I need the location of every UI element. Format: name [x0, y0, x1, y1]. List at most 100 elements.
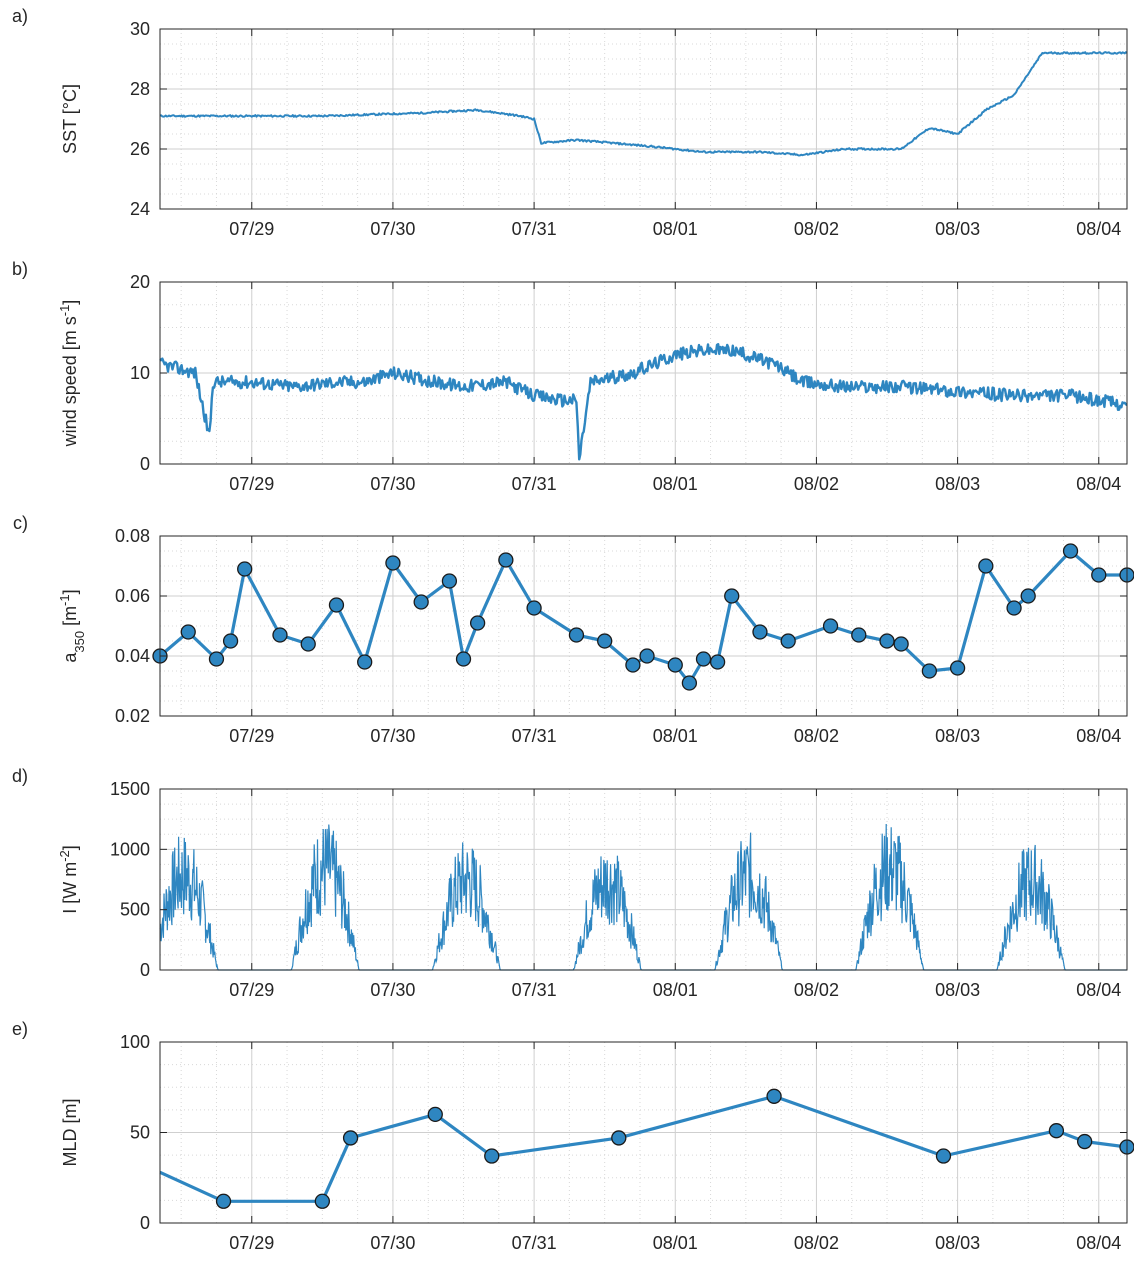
- panel-2-xtick-label-3: 07/31: [512, 474, 557, 494]
- panel-3-point-4: [222, 633, 239, 649]
- panels: 24 26 28 30 07/29 07/30 07/31 08/01 08/02 08/03 08…: [12, 6, 1134, 1253]
- panel-1-ytick-label-2: 26: [130, 139, 150, 159]
- panel-2-series-line: [159, 343, 1128, 461]
- panel-5-xtick-label-3: 07/31: [512, 1233, 557, 1253]
- panel-5-point-2: [215, 1193, 232, 1209]
- panel-1-xtick-label-2: 07/30: [370, 219, 415, 239]
- panel-2-xtick-label-2: 07/30: [370, 474, 415, 494]
- panel-1-ytick-label-3: 28: [130, 79, 150, 99]
- panel-3-point-12: [441, 573, 458, 589]
- panel-3-point-22: [681, 675, 698, 691]
- panel-5-point-8: [766, 1088, 782, 1104]
- panel-3-point-3: [208, 651, 225, 667]
- panel-5-point-11: [1076, 1133, 1093, 1150]
- panel-4-xtick-label-2: 07/30: [370, 980, 415, 1000]
- panel-4-xtick-label-6: 08/03: [935, 980, 980, 1000]
- panel-3-point-33: [949, 660, 966, 676]
- panel-1-ylabel: SST [°C]: [60, 84, 80, 154]
- panel-1-label: a): [12, 6, 28, 26]
- panel-5-point-7: [611, 1130, 627, 1146]
- panel-3-point-7: [300, 636, 316, 652]
- panel-3-point-18: [597, 633, 613, 649]
- panel-3-xtick-label-2: 07/30: [370, 726, 415, 746]
- panel-5-xtick-label-5: 08/02: [794, 1233, 839, 1253]
- panel-3-point-34: [978, 558, 994, 574]
- panel-3-point-13: [455, 651, 472, 667]
- panel-5-xtick-label-4: 08/01: [653, 1233, 698, 1253]
- panel-4-ylabel: I [W m-2]: [57, 845, 81, 914]
- panel-4-ytick-label-1: 0: [140, 960, 150, 980]
- panel-1-grid: [160, 28, 1127, 210]
- panel-1-xtick-label-5: 08/02: [794, 219, 839, 239]
- panel-4-xtick-label-4: 08/01: [653, 980, 698, 1000]
- panel-3-point-37: [1062, 543, 1079, 559]
- panel-5-xtick-label-6: 08/03: [935, 1233, 980, 1253]
- panel-1-xtick-label-3: 07/31: [512, 219, 557, 239]
- panel-2-xtick-label-5: 08/02: [794, 474, 839, 494]
- panel-5-label: e): [12, 1019, 28, 1039]
- panel-4-ytick-label-2: 500: [120, 900, 150, 920]
- panel-5-xtick-label-2: 07/30: [370, 1233, 415, 1253]
- panel-3-point-11: [413, 594, 429, 610]
- panel-5-point-6: [484, 1148, 500, 1164]
- panel-4-ytick-label-3: 1000: [110, 839, 150, 859]
- panel-4-minor-grid: [160, 789, 1127, 970]
- panel-3-point-25: [724, 588, 740, 604]
- panel-5-point-5: [427, 1106, 443, 1123]
- panel-3-point-28: [822, 618, 839, 634]
- panel-1-xtick-label-1: 07/29: [229, 219, 274, 239]
- panel-5-ytick-label-3: 100: [120, 1032, 150, 1052]
- panel-3-ytick-label-3: 0.06: [115, 586, 150, 606]
- panel-3-ytick-label-1: 0.02: [115, 706, 150, 726]
- panel-4-grid: [160, 788, 1127, 971]
- panel-4-ytick-label-4: 1500: [110, 779, 150, 799]
- panel-5-point-3: [314, 1193, 330, 1209]
- panel-3-point-19: [625, 657, 641, 673]
- panel-3-point-15: [498, 552, 514, 568]
- panel-1-ytick-label-4: 30: [130, 19, 150, 39]
- panel-1-axes-box: [159, 28, 1128, 210]
- panel-2-xtick-label-1: 07/29: [229, 474, 274, 494]
- panel-2-xtick-label-7: 08/04: [1076, 474, 1121, 494]
- panel-5-point-10: [1048, 1123, 1065, 1139]
- panel-3-ytick-label-2: 0.04: [115, 646, 150, 666]
- panel-2: 0 10 20 07/29 07/30 07/31 08/01 08/02 08/03 08/04…: [12, 259, 1128, 494]
- panel-1-minor-grid: [160, 29, 1127, 209]
- panel-2-ytick-label-2: 10: [130, 363, 150, 383]
- panel-2-data: [159, 343, 1128, 461]
- panel-2-ylabel: wind speed [m s-1]: [57, 300, 81, 448]
- panel-2-xtick-label-6: 08/03: [935, 474, 980, 494]
- panel-3-point-26: [752, 624, 768, 640]
- panel-3-point-30: [879, 633, 895, 649]
- panel-3-xtick-label-6: 08/03: [935, 726, 980, 746]
- panel-3-point-29: [851, 627, 867, 643]
- panel-2-ytick-label-1: 0: [140, 454, 150, 474]
- panel-3: 0.02 0.04 0.06 0.08 07/29 07/30 07/31 08/01 08/0…: [13, 513, 1134, 746]
- panel-5-ytick-label-2: 50: [130, 1123, 150, 1143]
- panel-4-axes-box: [159, 788, 1128, 971]
- panel-3-point-17: [568, 627, 585, 643]
- panel-1-ytick-label-1: 24: [130, 199, 150, 219]
- panel-3-xtick-label-1: 07/29: [229, 726, 274, 746]
- panel-3-point-24: [709, 654, 726, 670]
- panel-2-xtick-label-4: 08/01: [653, 474, 698, 494]
- panel-2-ytick-label-3: 20: [130, 272, 150, 292]
- panel-3-xtick-label-5: 08/02: [794, 726, 839, 746]
- panel-3-data: [152, 543, 1134, 691]
- panel-3-ylabel: a350 [m-1]: [57, 589, 87, 662]
- panel-3-axes-box: [159, 535, 1128, 717]
- panel-3-xtick-label-7: 08/04: [1076, 726, 1121, 746]
- panel-5: 0 50 100 07/29 07/30 07/31 08/01 08/02 08/03 08/0…: [12, 1019, 1134, 1253]
- panel-4-xtick-label-1: 07/29: [229, 980, 274, 1000]
- panel-4-data: [159, 823, 1127, 971]
- panel-5-data: [159, 1088, 1134, 1209]
- panel-1-xtick-label-7: 08/04: [1076, 219, 1121, 239]
- panel-3-point-6: [272, 627, 288, 643]
- panel-3-ytick-label-4: 0.08: [115, 526, 150, 546]
- panel-4-xtick-label-5: 08/02: [794, 980, 839, 1000]
- panel-3-point-2: [180, 624, 196, 640]
- panel-3-point-16: [526, 600, 542, 616]
- panel-5-ytick-label-1: 0: [140, 1213, 150, 1233]
- panel-3-point-31: [893, 636, 909, 652]
- panel-3-point-36: [1020, 588, 1036, 604]
